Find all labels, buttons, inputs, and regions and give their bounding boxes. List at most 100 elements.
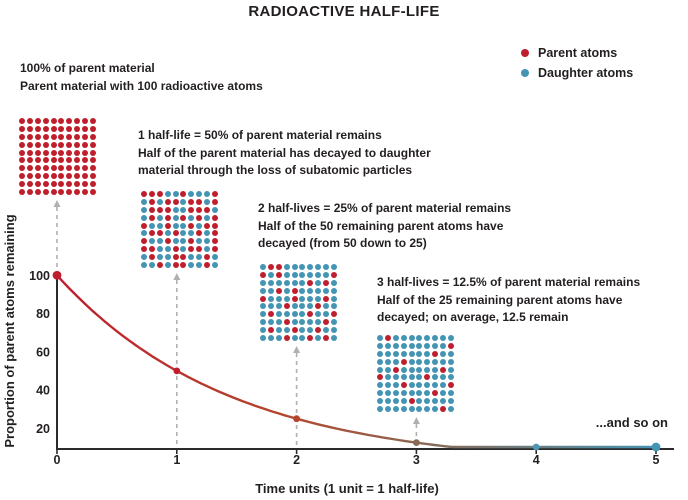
daughter-atom-dot <box>400 366 407 373</box>
daughter-atom-dot <box>376 366 383 373</box>
parent-atom-dot <box>50 141 57 148</box>
parent-atom-dot <box>172 261 179 268</box>
daughter-atom-dot <box>440 334 447 341</box>
annotation-heading: 1 half-life = 50% of parent material rem… <box>138 128 382 142</box>
daughter-atom-dot <box>140 198 147 205</box>
daughter-atom-dot <box>140 261 147 268</box>
parent-atom-dot <box>89 181 96 188</box>
daughter-atom-dot <box>180 198 187 205</box>
daughter-atom-dot <box>376 398 383 405</box>
daughter-atom-dot <box>416 405 423 412</box>
daughter-atom-dot <box>432 398 439 405</box>
data-point-5-halflives <box>651 442 661 452</box>
daughter-atom-dot <box>299 287 306 294</box>
x-tick-label-5: 5 <box>653 453 660 467</box>
daughter-atom-dot <box>384 350 391 357</box>
daughter-atom-dot <box>188 230 195 237</box>
daughter-atom-dot <box>204 246 211 253</box>
parent-atom-dot <box>283 319 290 326</box>
y-tick-label-100: 100 <box>29 269 50 283</box>
daughter-atom-dot <box>259 311 266 318</box>
daughter-atom-dot <box>400 350 407 357</box>
parent-atom-dot <box>34 117 41 124</box>
parent-atom-dot <box>89 173 96 180</box>
annotation-heading: 2 half-lives = 25% of parent material re… <box>258 201 512 215</box>
parent-atom-dot <box>74 157 81 164</box>
parent-atom-dot <box>34 188 41 195</box>
daughter-atom-dot <box>259 279 266 286</box>
daughter-atom-dot <box>376 350 383 357</box>
parent-atom-dot <box>400 382 407 389</box>
legend-label: Daughter atoms <box>538 66 634 80</box>
daughter-atom-dot <box>204 214 211 221</box>
daughter-atom-dot <box>400 398 407 405</box>
daughter-atom-dot <box>400 374 407 381</box>
parent-atom-dot <box>172 254 179 261</box>
parent-atom-dot <box>74 165 81 172</box>
annotation-line: decayed; on average, 12.5 remain <box>377 310 569 324</box>
daughter-atom-dot <box>376 390 383 397</box>
parent-atom-dot <box>432 390 439 397</box>
parent-atom-dot <box>204 254 211 261</box>
parent-atom-dot <box>315 303 322 310</box>
legend-label: Parent atoms <box>538 46 618 60</box>
parent-atom-dot <box>164 238 171 245</box>
y-tick-label-20: 20 <box>36 422 50 436</box>
atom-grid-3-half-lives <box>376 334 455 413</box>
daughter-atom-dot <box>330 327 337 334</box>
daughter-atom-dot <box>315 279 322 286</box>
daughter-atom-dot <box>384 342 391 349</box>
daughter-atom-dot <box>140 214 147 221</box>
daughter-atom-dot <box>148 222 155 229</box>
parent-atom-dot <box>34 141 41 148</box>
parent-atom-dot <box>196 206 203 213</box>
parent-atom-dot <box>440 405 447 412</box>
parent-atom-dot <box>408 398 415 405</box>
daughter-atom-dot <box>307 327 314 334</box>
daughter-atom-dot <box>408 374 415 381</box>
parent-atom-dot <box>330 311 337 318</box>
parent-atom-dot <box>267 263 274 270</box>
parent-atom-dot <box>196 246 203 253</box>
parent-atom-dot <box>82 117 89 124</box>
parent-atom-dot <box>384 334 391 341</box>
parent-atom-dot <box>26 133 33 140</box>
parent-atom-dot <box>66 117 73 124</box>
daughter-atom-dot <box>330 287 337 294</box>
and-so-on-label: ...and so on <box>596 415 668 430</box>
annotation-line: Parent material with 100 radioactive ato… <box>20 78 263 93</box>
daughter-atom-dot <box>392 405 399 412</box>
daughter-atom-dot <box>323 303 330 310</box>
parent-atom-dot <box>58 188 65 195</box>
parent-atom-dot <box>42 133 49 140</box>
daughter-atom-dot <box>196 254 203 261</box>
x-axis-title: Time units (1 unit = 1 half-life) <box>255 481 439 496</box>
daughter-atom-dot <box>307 263 314 270</box>
daughter-atom-dot <box>275 327 282 334</box>
daughter-atom-dot <box>307 271 314 278</box>
x-tick-label-2: 2 <box>293 453 300 467</box>
parent-atom-dot <box>50 165 57 172</box>
daughter-atom-dot <box>376 342 383 349</box>
parent-atom-dot <box>74 133 81 140</box>
daughter-atom-dot <box>384 398 391 405</box>
daughter-atom-dot <box>291 334 298 341</box>
parent-atom-dot <box>66 141 73 148</box>
daughter-atom-dot <box>140 230 147 237</box>
daughter-atom-dot <box>164 246 171 253</box>
atom-grid-0-half-lives <box>18 117 97 196</box>
annotation-heading: 100% of parent material <box>20 61 155 75</box>
parent-atom-dot <box>42 149 49 156</box>
parent-atom-dot <box>323 295 330 302</box>
parent-atom-dot <box>26 157 33 164</box>
daughter-atom-dot <box>440 350 447 357</box>
daughter-atom-dot <box>440 342 447 349</box>
daughter-atom-dot <box>315 334 322 341</box>
daughter-atom-dot <box>330 263 337 270</box>
connector-up-arrow-icon-3 <box>412 417 420 424</box>
parent-atom-dot <box>376 374 383 381</box>
parent-atom-dot <box>18 157 25 164</box>
daughter-atom-dot <box>392 358 399 365</box>
parent-atom-dot <box>447 342 454 349</box>
parent-atom-dot <box>180 214 187 221</box>
